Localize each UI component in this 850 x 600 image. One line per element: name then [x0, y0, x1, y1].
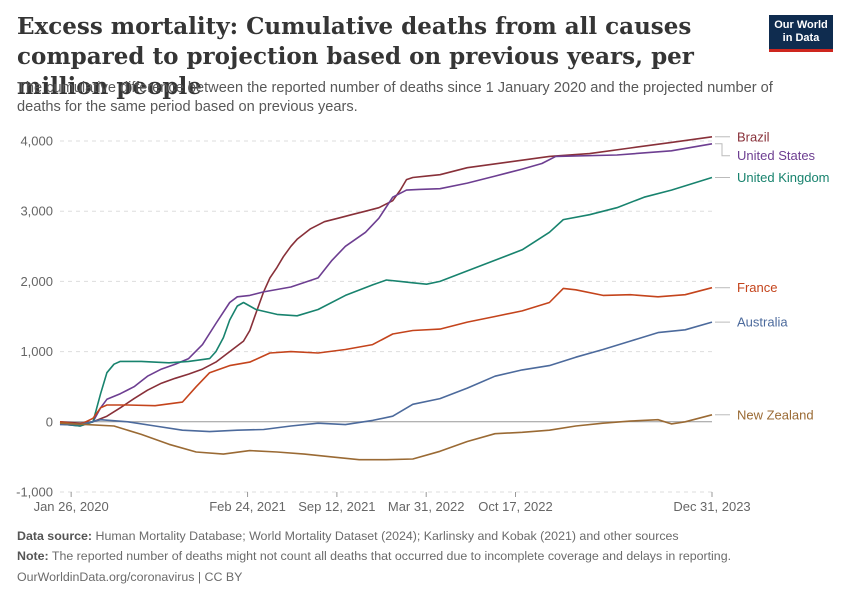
series-line-brazil [59, 136, 713, 425]
connector-united-states [715, 143, 730, 157]
x-tick-label: Oct 17, 2022 [478, 499, 552, 514]
x-tick-label: Mar 31, 2022 [388, 499, 465, 514]
series-label-united-states: United States [737, 148, 816, 163]
series-line-new-zealand [59, 414, 713, 461]
data-source: Data source: Human Mortality Database; W… [17, 529, 679, 543]
source-url[interactable]: OurWorldinData.org/coronavirus | CC BY [17, 570, 243, 584]
note-label: Note: [17, 549, 49, 563]
series-label-france: France [737, 280, 777, 295]
y-tick-label: 3,000 [20, 204, 53, 219]
logo-line-1: Our World [774, 19, 828, 31]
chart-title: Excess mortality: Cumulative deaths from… [17, 13, 694, 100]
x-tick-label: Dec 31, 2023 [673, 499, 750, 514]
chart-subtitle: The cumulative difference between the re… [17, 80, 773, 115]
axes: -1,000 0 1,000 2,000 3,000 4,000 Jan 26, 2020 F… [16, 134, 751, 515]
series-line-france [59, 286, 713, 426]
series-labels: Brazil United States United Kingdom France A… [715, 129, 830, 422]
y-tick-label: 2,000 [20, 274, 53, 289]
y-tick-label: 4,000 [20, 134, 53, 149]
y-tick-label: 1,000 [20, 344, 53, 359]
series-label-brazil: Brazil [737, 129, 770, 144]
logo-line-2: in Data [782, 32, 820, 44]
data-source-text: Human Mortality Database; World Mortalit… [95, 529, 679, 543]
x-tick-label: Jan 26, 2020 [34, 499, 109, 514]
x-tick-label: Feb 24, 2021 [209, 499, 286, 514]
series-label-australia: Australia [737, 315, 788, 330]
gridlines [60, 140, 712, 493]
y-tick-label: 0 [46, 414, 53, 429]
y-tick-label: -1,000 [16, 485, 53, 500]
series-label-new-zealand: New Zealand [737, 407, 814, 422]
x-tick-label: Sep 12, 2021 [298, 499, 375, 514]
series-label-united-kingdom: United Kingdom [737, 170, 830, 185]
series-line-united-states [59, 143, 713, 427]
chart-note: Note: The reported number of deaths migh… [17, 549, 731, 563]
note-text: The reported number of deaths might not … [51, 549, 732, 563]
owid-logo[interactable]: Our World in Data [769, 15, 833, 52]
series-line-united-kingdom [59, 176, 713, 427]
data-source-label: Data source: [17, 529, 93, 543]
series-lines [59, 136, 713, 461]
series-line-australia [60, 321, 713, 433]
